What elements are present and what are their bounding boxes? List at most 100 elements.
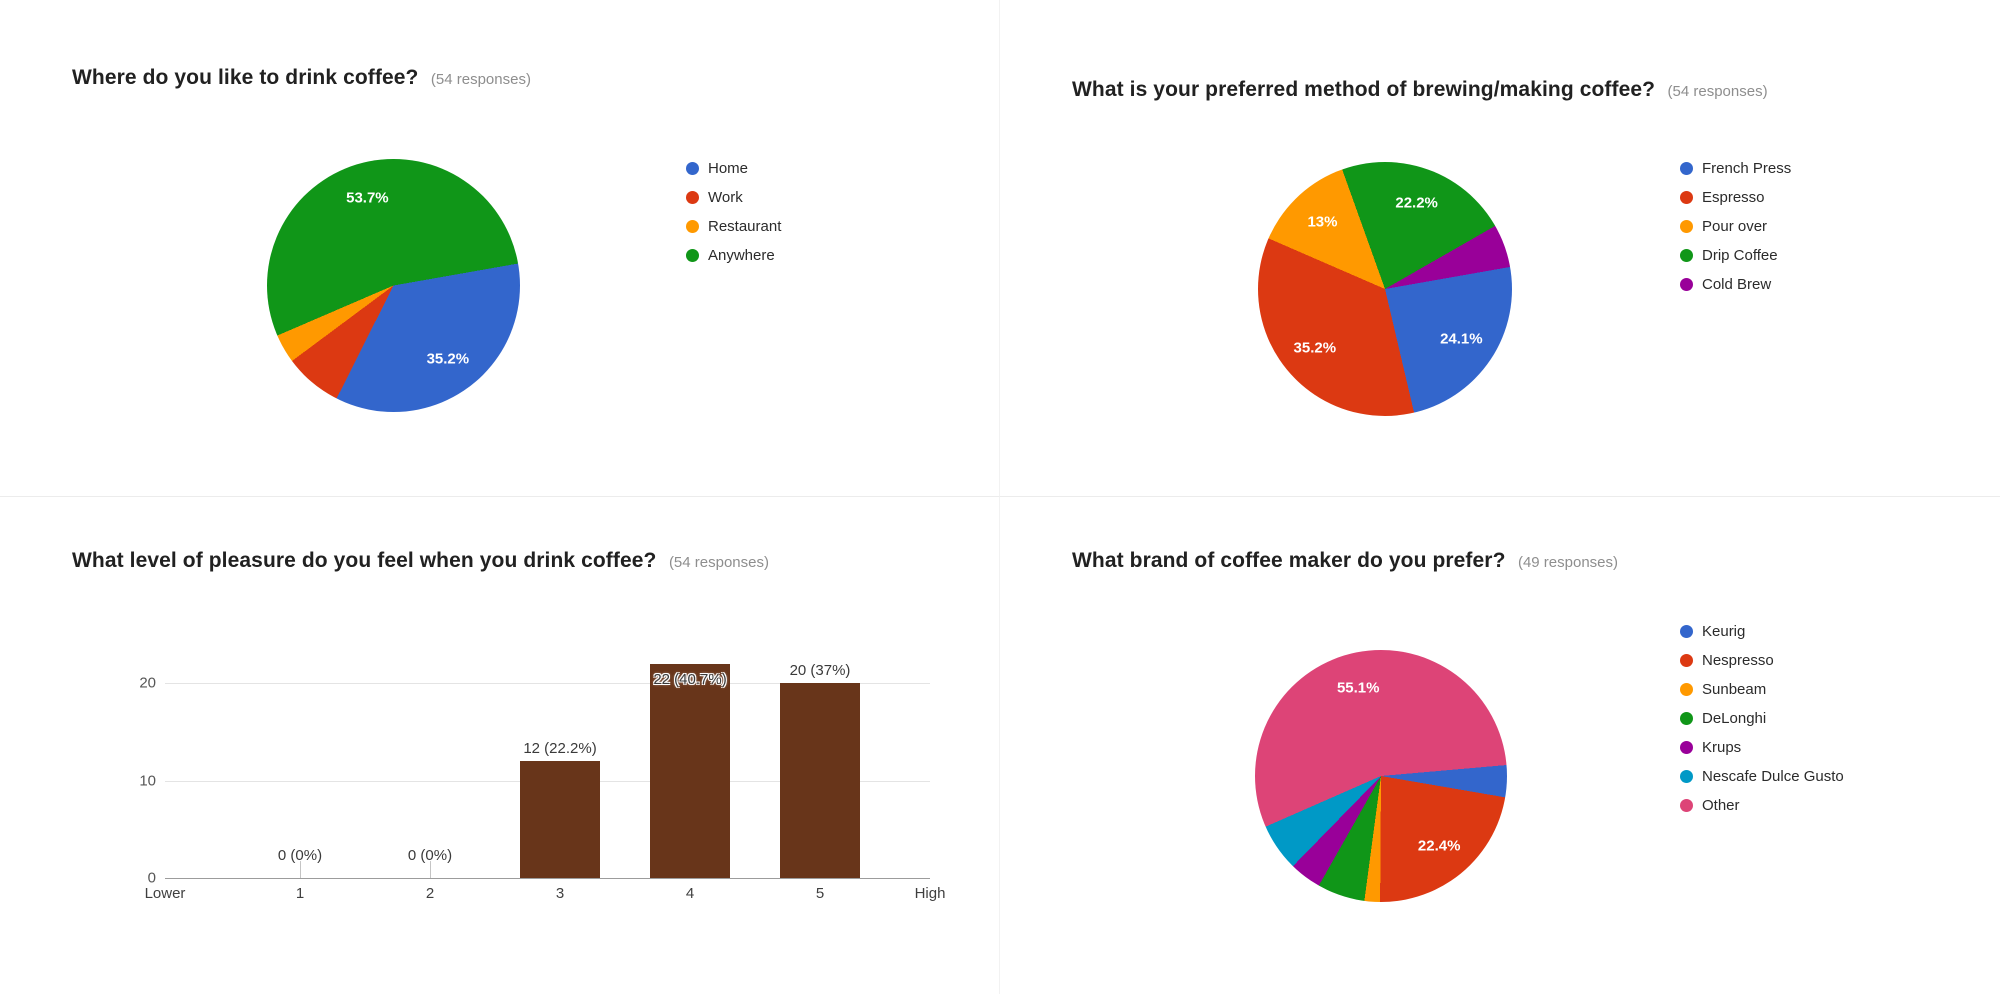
chart-card-brewing-method: What is your preferred method of brewing…	[1000, 0, 2000, 497]
legend-color-swatch	[1680, 625, 1693, 638]
bar	[520, 761, 600, 878]
legend-color-swatch	[1680, 278, 1693, 291]
pie-slice-percentage-label: 35.2%	[426, 350, 470, 368]
legend-item: Pour over	[1680, 212, 1791, 241]
chart-card-where-drink-coffee: Where do you like to drink coffee? (54 r…	[0, 0, 1000, 497]
pie-chart: 22.4% 55.1%	[1255, 650, 1507, 902]
legend-item: French Press	[1680, 154, 1791, 183]
pie-chart: 24.1% 35.2% 13% 22.2%	[1258, 162, 1512, 416]
x-axis-edge-label: High	[914, 885, 946, 902]
legend-label: Cold Brew	[1702, 276, 1772, 293]
zero-bar-tick	[300, 858, 301, 878]
legend-item: Nescafe Dulce Gusto	[1680, 762, 1844, 791]
gridline	[165, 683, 930, 684]
legend-label: Espresso	[1702, 189, 1765, 206]
legend-color-swatch	[686, 191, 699, 204]
bar-value-label: 20 (37%)	[789, 662, 851, 679]
legend-label: Nescafe Dulce Gusto	[1702, 768, 1844, 785]
x-axis-category-label: 2	[425, 885, 435, 902]
legend-label: Work	[708, 189, 743, 206]
bar	[650, 663, 730, 878]
x-axis-category-label: 5	[815, 885, 825, 902]
bar-value-label: 22 (40.7%)	[653, 670, 727, 688]
pie-slice-percentage-label: 22.4%	[1417, 837, 1461, 855]
legend-item: DeLonghi	[1680, 704, 1844, 733]
legend-item: Cold Brew	[1680, 270, 1791, 299]
legend-label: Other	[1702, 797, 1740, 814]
pie-slice-percentage-label: 24.1%	[1440, 330, 1483, 348]
question-title: What is your preferred method of brewing…	[1072, 78, 1656, 101]
legend-item: Nespresso	[1680, 646, 1844, 675]
legend-item: Krups	[1680, 733, 1844, 762]
response-count: (49 responses)	[1517, 554, 1619, 571]
y-axis-tick-label: 0	[147, 869, 156, 887]
response-count: (54 responses)	[430, 71, 531, 88]
legend-label: DeLonghi	[1702, 710, 1767, 727]
legend-label: Pour over	[1702, 218, 1768, 235]
pie-chart: 35.2% 53.7%	[267, 159, 520, 412]
x-axis-category-label: 3	[555, 885, 565, 902]
x-axis-category-label: 1	[295, 885, 305, 902]
legend-color-swatch	[1680, 799, 1693, 812]
pie-slice-percentage-label: 13%	[1307, 213, 1338, 231]
pie-legend: Home Work Restaurant Anywhere	[686, 154, 781, 270]
legend-color-swatch	[1680, 162, 1693, 175]
x-axis-category-label: 4	[685, 885, 695, 902]
legend-color-swatch	[686, 249, 699, 262]
bar-chart: 0 10 20 Lower High 1 0 (0%) 2 0 (0%) 3 12 (22.2%) 4…	[0, 497, 999, 994]
legend-color-swatch	[1680, 770, 1693, 783]
legend-label: Sunbeam	[1702, 681, 1767, 698]
pie-slice-percentage-label: 53.7%	[346, 189, 389, 207]
legend-label: Keurig	[1702, 623, 1746, 640]
bar-value-label: 0 (0%)	[277, 847, 323, 864]
pie-slice-percentage-label: 35.2%	[1293, 339, 1337, 357]
bar	[780, 683, 860, 878]
question-title-row: Where do you like to drink coffee? (54 r…	[72, 66, 531, 90]
zero-bar-tick	[430, 858, 431, 878]
question-title-row: What is your preferred method of brewing…	[1072, 78, 1768, 102]
legend-label: Home	[708, 160, 749, 177]
legend-color-swatch	[686, 220, 699, 233]
pie-legend: French Press Espresso Pour over Drip Coffee…	[1680, 154, 1791, 299]
legend-item: Other	[1680, 791, 1844, 820]
legend-color-swatch	[686, 162, 699, 175]
x-axis-edge-label: Lower	[144, 885, 186, 902]
legend-item: Keurig	[1680, 617, 1844, 646]
pie-legend: Keurig Nespresso Sunbeam DeLonghi Krups Nesca…	[1680, 617, 1844, 820]
question-title: What level of pleasure do you feel when …	[72, 549, 657, 572]
legend-item: Drip Coffee	[1680, 241, 1791, 270]
legend-color-swatch	[1680, 220, 1693, 233]
question-title-row: What brand of coffee maker do you prefer…	[1072, 549, 1618, 573]
chart-card-pleasure-level: What level of pleasure do you feel when …	[0, 497, 1000, 994]
bar-value-label: 0 (0%)	[407, 847, 453, 864]
legend-label: Restaurant	[708, 218, 782, 235]
chart-card-coffee-maker-brand: What brand of coffee maker do you prefer…	[1000, 497, 2000, 994]
legend-color-swatch	[1680, 249, 1693, 262]
legend-color-swatch	[1680, 741, 1693, 754]
bar-value-label: 12 (22.2%)	[523, 740, 597, 757]
legend-item: Espresso	[1680, 183, 1791, 212]
legend-item: Anywhere	[686, 241, 781, 270]
legend-item: Work	[686, 183, 781, 212]
question-title: What brand of coffee maker do you prefer…	[1072, 549, 1506, 572]
question-title: Where do you like to drink coffee?	[72, 66, 419, 89]
response-count: (54 responses)	[1667, 83, 1768, 100]
legend-label: Anywhere	[708, 247, 775, 264]
legend-item: Restaurant	[686, 212, 781, 241]
x-axis-line	[165, 878, 930, 879]
legend-item: Sunbeam	[1680, 675, 1844, 704]
y-axis-tick-label: 20	[139, 674, 156, 692]
y-axis-tick-label: 10	[139, 772, 156, 789]
legend-label: Krups	[1702, 739, 1742, 756]
legend-label: Drip Coffee	[1702, 247, 1778, 264]
legend-color-swatch	[1680, 191, 1693, 204]
legend-color-swatch	[1680, 712, 1693, 725]
legend-item: Home	[686, 154, 781, 183]
pie-slice-percentage-label: 22.2%	[1395, 194, 1438, 212]
legend-color-swatch	[1680, 654, 1693, 667]
legend-color-swatch	[1680, 683, 1693, 696]
legend-label: Nespresso	[1702, 652, 1774, 669]
response-count: (54 responses)	[668, 554, 769, 571]
legend-label: French Press	[1702, 160, 1792, 177]
